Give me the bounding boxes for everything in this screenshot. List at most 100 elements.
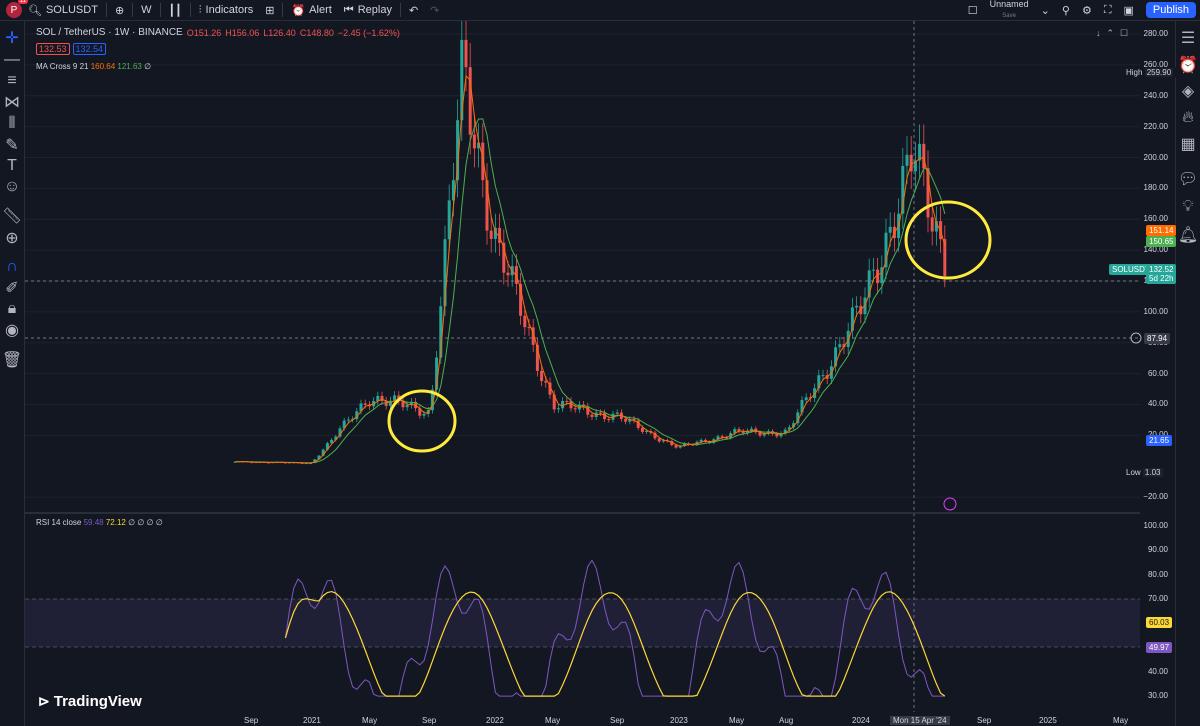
interval-button[interactable]: W <box>135 0 157 20</box>
rsi-tick-label: 80.00 <box>1147 569 1168 579</box>
magnet-icon[interactable]: ∩ <box>6 258 18 275</box>
rsi-band <box>25 599 1140 647</box>
tradingview-logo[interactable]: ⊳ TradingView <box>38 693 142 710</box>
fib-icon[interactable]: ≡ <box>7 72 17 89</box>
indicators-button[interactable]: ⫶ Indicators <box>193 0 259 20</box>
price-tick-label: 40.00 <box>1147 399 1168 409</box>
notifications-icon[interactable]: 🔔︎ <box>1177 227 1199 244</box>
fullscreen-icon: ⛶ <box>1103 3 1112 16</box>
search-icon: ⚲ <box>1061 4 1070 17</box>
candle-body <box>531 327 535 345</box>
candle-body <box>502 242 506 273</box>
buy-price[interactable]: 132.54 <box>72 43 107 55</box>
hotlist-icon[interactable]: 🔥︎ <box>1182 109 1194 126</box>
price-tick-label: 180.00 <box>1143 183 1168 193</box>
time-tick-label: 2023 <box>670 716 688 725</box>
brush-icon[interactable]: ✎ <box>5 137 19 154</box>
publish-button[interactable]: Publish <box>1145 2 1196 18</box>
rsi-ma-value: 72.12 <box>105 518 126 527</box>
stay-drawing-icon[interactable]: ✐ <box>5 280 19 297</box>
gear-icon: ⚙ <box>1081 4 1092 17</box>
candle-body <box>922 143 926 169</box>
rsi-legend[interactable]: RSI 14 close 59.48 72.12 ∅ ∅ ∅ ∅ <box>36 518 163 527</box>
expand-icon[interactable]: ☐ <box>1120 28 1129 38</box>
sell-price[interactable]: 132.53 <box>36 43 70 55</box>
candle-body <box>489 230 493 239</box>
high-tag: High 259.90 <box>1123 67 1177 78</box>
event-marker-icon[interactable] <box>943 497 957 511</box>
add-plus-icon[interactable] <box>1130 332 1142 344</box>
undo-button[interactable]: ↶ <box>403 0 424 20</box>
snapshot-button[interactable]: ▣ <box>1118 0 1140 20</box>
undo-icon: ↶ <box>408 4 419 17</box>
prediction-icon[interactable]: ⫴ <box>8 115 16 132</box>
symbol-search[interactable]: 🔍︎ SOLUSDT <box>22 0 104 20</box>
lock-icon[interactable]: 🔒︎ <box>7 300 17 317</box>
candle-body <box>640 427 644 432</box>
templates-button[interactable]: ⊞ <box>259 0 280 20</box>
trash-icon[interactable]: 🗑︎ <box>1 352 23 369</box>
watchlist-icon[interactable]: ☰ <box>1180 30 1196 47</box>
candle-body <box>477 142 481 149</box>
candle-body <box>741 430 745 434</box>
replay-button[interactable]: ⏮ Replay <box>338 0 398 20</box>
candle-body <box>330 439 334 444</box>
layers-icon[interactable]: ◈ <box>1181 83 1195 100</box>
candle-body <box>775 433 779 437</box>
alarm-clock-icon[interactable]: ⏰ <box>1178 57 1198 74</box>
ideas-icon[interactable]: 💡︎ <box>1182 198 1194 215</box>
candle-body <box>682 443 686 446</box>
user-avatar[interactable]: P 11 <box>6 0 28 18</box>
quick-search-button[interactable]: ⚲ <box>1056 0 1076 20</box>
grid-lines <box>25 33 1140 498</box>
candle-body <box>930 217 934 232</box>
trend-line-icon[interactable]: — <box>4 51 20 68</box>
zoom-in-icon[interactable]: ⊕ <box>5 230 19 247</box>
price-tick-label: 100.00 <box>1143 306 1168 316</box>
emoji-icon[interactable]: ☺ <box>3 178 21 195</box>
add-symbol-button[interactable]: ⊕ <box>109 0 130 20</box>
candle-body <box>481 142 485 181</box>
divider <box>399 3 401 17</box>
chevron-up-icon[interactable]: ⌃ <box>1106 28 1115 38</box>
rsi-tick-label: 30.00 <box>1147 691 1168 701</box>
candle-body <box>661 440 665 442</box>
settings-button[interactable]: ⚙ <box>1076 0 1098 20</box>
candle-body <box>544 381 548 383</box>
calendar-icon[interactable]: ▦ <box>1180 136 1196 153</box>
candle-body <box>464 39 468 68</box>
notification-badge: 11 <box>17 0 28 4</box>
chat-icon[interactable]: 💬︎ <box>1177 171 1199 188</box>
alert-button[interactable]: ⏰ Alert <box>285 0 337 20</box>
alert-label: Alert <box>309 4 332 16</box>
redo-button[interactable]: ↷ <box>424 0 445 20</box>
price-chart[interactable] <box>25 21 1175 726</box>
eye-icon[interactable]: ◉ <box>5 322 19 339</box>
indicators-label: Indicators <box>205 4 254 16</box>
indicators-icon: ⫶ <box>198 3 202 16</box>
candle-body <box>834 347 838 367</box>
chart-type-button[interactable]: ┃┃ <box>163 0 188 20</box>
layout-name[interactable]: Unnamed Save <box>984 0 1035 20</box>
layout-menu-button[interactable]: ⌄ <box>1035 0 1056 20</box>
candle-body <box>737 429 741 431</box>
crosshair-icon[interactable]: ✛ <box>5 30 19 47</box>
ma-fast-line <box>234 74 946 464</box>
candle-body <box>598 412 602 414</box>
candle-body <box>670 441 674 446</box>
layout-save-label: Save <box>1002 13 1016 19</box>
candle-body <box>611 413 615 420</box>
ruler-icon[interactable]: 📏︎ <box>1 208 23 225</box>
ma-slow-tag: 150.65 <box>1146 236 1177 247</box>
candle-body <box>439 306 443 358</box>
symbol-title[interactable]: SOL / TetherUS · 1W · BINANCE <box>36 27 183 38</box>
layout-select-button[interactable]: ☐ <box>962 0 984 20</box>
arrow-down-icon[interactable]: ↓ <box>1096 28 1101 38</box>
ma-cross-legend[interactable]: MA Cross 9 21 160.64 121.63 ∅ <box>36 62 151 71</box>
text-icon[interactable]: T <box>7 157 17 174</box>
pattern-icon[interactable]: ⋈ <box>4 94 20 111</box>
change-value: −2.45 (−1.62%) <box>337 27 400 38</box>
ma-fast-value: 160.64 <box>90 62 116 71</box>
candle-body <box>758 432 762 436</box>
fullscreen-button[interactable]: ⛶ <box>1098 0 1118 20</box>
